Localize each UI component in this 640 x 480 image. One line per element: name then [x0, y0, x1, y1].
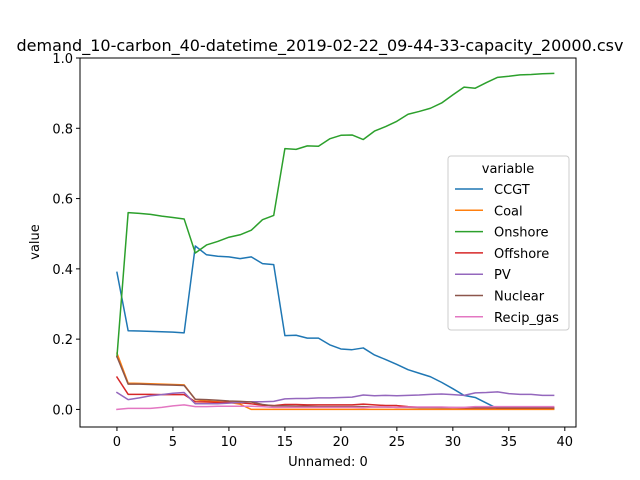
- legend-entries: CCGT Coal Onshore Offshore PV Nuclear Recip_ga…: [455, 183, 559, 326]
- plot-area-frame: [79, 57, 577, 428]
- series-layer: [115, 72, 555, 411]
- legend-label-nuclear: Nuclear: [494, 290, 545, 305]
- y-tick-label: 1.0: [52, 52, 73, 67]
- series-line-recip-gas: [116, 404, 555, 411]
- y-tick-label: 0.2: [52, 333, 73, 348]
- legend-label-coal: Coal: [494, 204, 523, 219]
- chart-title: demand_10-carbon_40-datetime_2019-02-22_…: [17, 36, 624, 56]
- x-tick-label: 0: [113, 435, 121, 450]
- legend: variable CCGT Coal Onshore Offshore PV Nuclea…: [447, 155, 570, 331]
- series-line-pv: [115, 391, 555, 405]
- x-tick-label: 25: [389, 435, 406, 450]
- series-line-onshore: [116, 72, 555, 358]
- y-tick-label: 0.6: [52, 193, 73, 208]
- legend-title: variable: [482, 162, 534, 177]
- legend-box: [447, 155, 570, 331]
- x-tick-label: 5: [169, 435, 177, 450]
- series-line-ccgt: [116, 245, 555, 410]
- x-tick-label: 20: [333, 435, 350, 450]
- x-tick-label: 40: [557, 435, 574, 450]
- legend-label-recip-gas: Recip_gas: [494, 311, 559, 326]
- x-axis-label: Unnamed: 0: [288, 455, 368, 470]
- y-axis-label: value: [28, 224, 43, 260]
- x-tick-label: 15: [277, 435, 294, 450]
- x-tick-label: 30: [445, 435, 462, 450]
- y-tick-label: 0.8: [52, 122, 73, 137]
- y-tick-label: 0.4: [52, 263, 73, 278]
- legend-label-offshore: Offshore: [494, 247, 549, 262]
- y-tick-label: 0.0: [52, 403, 73, 418]
- x-tick-label: 10: [221, 435, 238, 450]
- x-tick-label: 35: [501, 435, 518, 450]
- x-axis-ticks: 0 5 10 15 20 25 30 35 40: [113, 427, 573, 450]
- legend-label-onshore: Onshore: [494, 226, 549, 241]
- y-axis-ticks: 0.0 0.2 0.4 0.6 0.8 1.0: [52, 52, 80, 418]
- legend-label-ccgt: CCGT: [494, 183, 530, 198]
- legend-label-pv: PV: [494, 268, 511, 283]
